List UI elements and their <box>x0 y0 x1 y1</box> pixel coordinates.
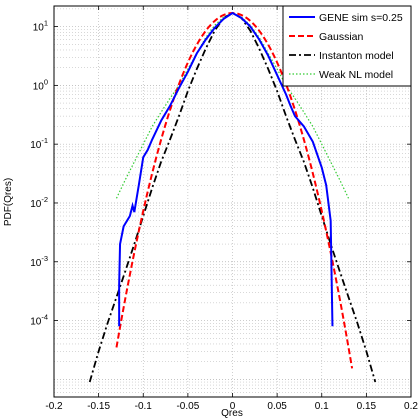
x-tick-label: 0.15 <box>357 401 377 412</box>
x-tick-label: -0.1 <box>135 401 153 412</box>
x-tick-label: 0.05 <box>267 401 287 412</box>
x-axis-label: Qres <box>221 408 243 419</box>
x-tick-label: -0.05 <box>176 401 199 412</box>
series-line-instanton-model <box>88 12 377 383</box>
y-tick-label: 10-4 <box>30 313 48 328</box>
legend-label: Gaussian <box>319 31 364 43</box>
y-tick-label: 10-1 <box>30 136 48 151</box>
series-line-gene-sim-s-0-25 <box>118 11 334 327</box>
legend-label: GENE sim s=0.25 <box>319 12 403 24</box>
x-tick-label: -0.15 <box>87 401 110 412</box>
axis-ticks: -0.2 -0.15 -0.1 -0.05 0 0.05 0.1 0.15 0.2 101 100 1… <box>30 6 418 412</box>
x-tick-label: -0.2 <box>45 401 63 412</box>
legend-box <box>282 5 412 87</box>
legend: GENE sim s=0.25 Gaussian Instanton model We… <box>282 5 412 87</box>
y-axis-label: PDF(Qres) <box>3 178 14 226</box>
y-tick-label: 100 <box>33 77 48 92</box>
y-tick-label: 101 <box>33 19 48 34</box>
y-tick-label: 10-3 <box>30 254 48 269</box>
x-tick-label: 0.2 <box>404 401 418 412</box>
legend-label: Instanton model <box>319 50 394 62</box>
legend-label: Weak NL model <box>319 69 393 81</box>
x-tick-label: 0 <box>230 401 236 412</box>
y-tick-label: 10-2 <box>30 195 48 210</box>
x-tick-label: 0.1 <box>315 401 329 412</box>
series-layer <box>88 11 377 383</box>
